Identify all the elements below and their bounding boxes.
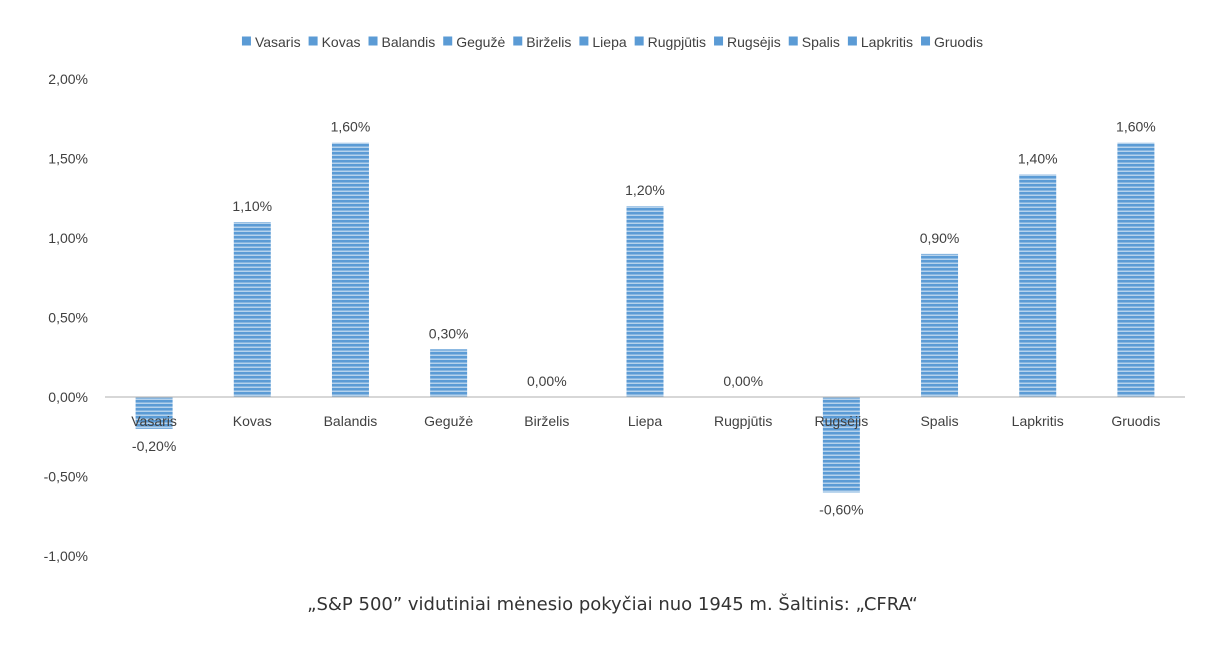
legend-item: Liepa xyxy=(579,34,627,50)
legend-item: Kovas xyxy=(308,34,361,50)
data-label: 1,20% xyxy=(625,182,665,198)
x-axis: Vasaris Kovas Balandis Gegužė Birželis Liepa R… xyxy=(105,396,1185,429)
x-tick-label: Gruodis xyxy=(1111,413,1160,429)
x-tick-label: Spalis xyxy=(920,413,958,429)
x-tick-label: Birželis xyxy=(524,413,569,429)
bar-gruodis xyxy=(1117,142,1155,397)
data-label: 0,00% xyxy=(527,373,567,389)
legend-label: Gruodis xyxy=(934,34,983,50)
legend-item: Lapkritis xyxy=(847,34,913,50)
legend-swatch xyxy=(241,36,251,46)
x-tick-label: Rugpjūtis xyxy=(714,413,772,429)
legend-label: Rugsėjis xyxy=(727,34,781,50)
legend-label: Lapkritis xyxy=(861,34,913,50)
data-label: 1,40% xyxy=(1018,150,1058,166)
data-label: -0,20% xyxy=(132,438,176,454)
y-tick-label: -1,00% xyxy=(44,548,88,564)
bar-liepa xyxy=(626,206,664,397)
chart-svg: Vasaris Kovas Balandis Gegužė Birželis Liepa R… xyxy=(44,34,1185,564)
data-labels: -0,20% 1,10% 1,60% 0,30% 0,00% 1,20% 0,00% -0,6… xyxy=(132,119,1156,518)
x-tick-label: Kovas xyxy=(233,413,272,429)
y-tick-label: 1,00% xyxy=(48,230,88,246)
legend-swatch xyxy=(921,36,931,46)
y-tick-label: 2,00% xyxy=(48,71,88,87)
legend-label: Balandis xyxy=(382,34,436,50)
y-axis: 2,00% 1,50% 1,00% 0,50% 0,00% -0,50% -1,00% xyxy=(44,71,88,564)
legend-label: Kovas xyxy=(322,34,361,50)
chart-legend: Vasaris Kovas Balandis Gegužė Birželis Liepa R… xyxy=(241,34,983,50)
bar-chart: Vasaris Kovas Balandis Gegužė Birželis Liepa R… xyxy=(44,34,1185,564)
legend-item: Rugsėjis xyxy=(714,34,781,50)
legend-item: Gruodis xyxy=(921,34,983,50)
legend-swatch xyxy=(443,36,453,46)
x-tick-label: Lapkritis xyxy=(1012,413,1064,429)
data-label: 0,00% xyxy=(723,373,763,389)
x-tick-label: Rugsėjis xyxy=(815,413,869,429)
legend-label: Rugpjūtis xyxy=(648,34,706,50)
legend-label: Spalis xyxy=(802,34,840,50)
x-tick-label: Gegužė xyxy=(424,413,473,429)
legend-label: Liepa xyxy=(592,34,626,50)
legend-item: Spalis xyxy=(788,34,840,50)
chart-caption: „S&P 500” vidutiniai mėnesio pokyčiai nu… xyxy=(307,594,918,615)
bar-spalis xyxy=(921,253,959,397)
legend-swatch xyxy=(714,36,724,46)
legend-swatch xyxy=(308,36,318,46)
legend-swatch xyxy=(788,36,798,46)
legend-swatch xyxy=(368,36,378,46)
bar-gegužė xyxy=(430,349,468,397)
y-tick-label: 1,50% xyxy=(48,151,88,167)
legend-label: Gegužė xyxy=(456,34,505,50)
bar-vasaris xyxy=(135,397,173,429)
legend-swatch xyxy=(634,36,644,46)
legend-item: Birželis xyxy=(513,34,571,50)
bar-lapkritis xyxy=(1019,174,1057,397)
x-tick-label: Vasaris xyxy=(131,413,177,429)
data-label: -0,60% xyxy=(819,501,863,517)
data-label: 0,30% xyxy=(429,325,469,341)
legend-item: Vasaris xyxy=(241,34,301,50)
bar-kovas xyxy=(233,222,271,397)
legend-swatch xyxy=(513,36,523,46)
bar-balandis xyxy=(331,142,369,397)
x-tick-label: Balandis xyxy=(324,413,378,429)
y-tick-label: 0,50% xyxy=(48,310,88,326)
y-tick-label: -0,50% xyxy=(44,469,88,485)
y-tick-label: 0,00% xyxy=(48,389,88,405)
legend-label: Birželis xyxy=(526,34,571,50)
x-tick-label: Liepa xyxy=(628,413,662,429)
data-label: 0,90% xyxy=(920,230,960,246)
legend-item: Rugpjūtis xyxy=(634,34,706,50)
legend-item: Balandis xyxy=(368,34,436,50)
legend-item: Gegužė xyxy=(443,34,505,50)
bar-rugsėjis xyxy=(822,397,860,493)
data-label: 1,60% xyxy=(1116,119,1156,135)
legend-label: Vasaris xyxy=(255,34,301,50)
data-label: 1,10% xyxy=(232,198,272,214)
legend-swatch xyxy=(579,36,589,46)
legend-swatch xyxy=(847,36,857,46)
bars xyxy=(135,142,1155,493)
data-label: 1,60% xyxy=(331,119,371,135)
